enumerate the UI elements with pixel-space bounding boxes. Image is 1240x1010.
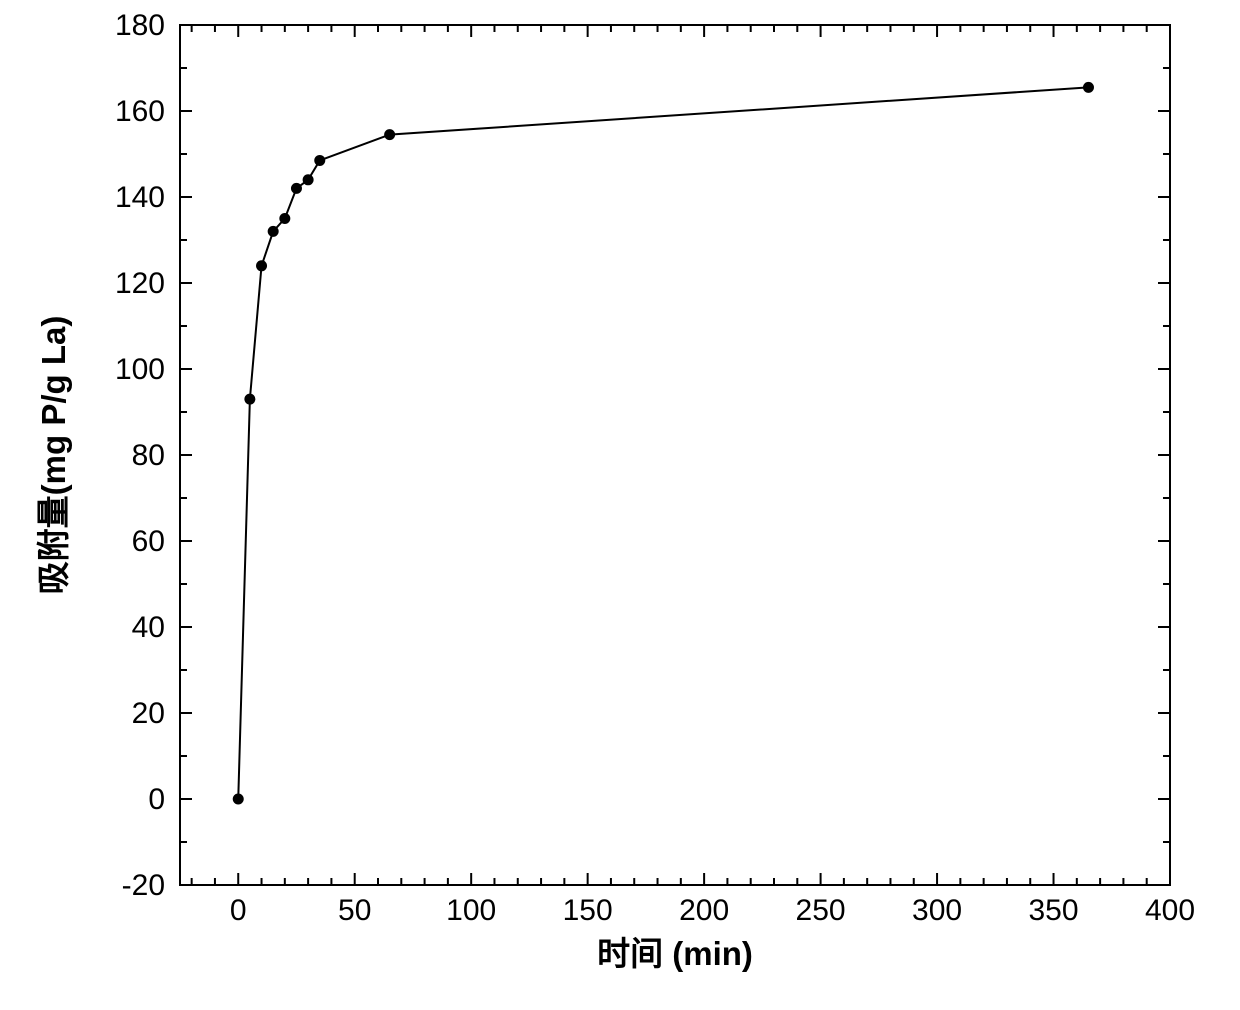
data-marker <box>268 226 279 237</box>
data-marker <box>279 213 290 224</box>
y-tick-label: 160 <box>115 95 165 128</box>
x-tick-label: 350 <box>1028 894 1078 927</box>
y-tick-label: 40 <box>132 611 165 644</box>
y-tick-label: 140 <box>115 181 165 214</box>
x-axis-label: 时间 (min) <box>597 935 753 972</box>
data-marker <box>314 155 325 166</box>
x-tick-label: 250 <box>796 894 846 927</box>
y-tick-label: 60 <box>132 525 165 558</box>
x-tick-label: 300 <box>912 894 962 927</box>
y-axis-label: 吸附量(mg P/g La) <box>35 316 72 595</box>
x-tick-label: 400 <box>1145 894 1195 927</box>
x-tick-label: 0 <box>230 894 247 927</box>
x-tick-label: 200 <box>679 894 729 927</box>
y-tick-label: 0 <box>148 783 165 816</box>
chart-container: 0 50 100 150 200 250 300 350 400 -20 0 20 40 60 80 100 1… <box>0 0 1240 1010</box>
y-tick-label: 100 <box>115 353 165 386</box>
y-tick-label: -20 <box>122 869 165 902</box>
data-marker <box>291 183 302 194</box>
data-marker <box>303 174 314 185</box>
data-marker <box>1083 82 1094 93</box>
data-marker <box>244 394 255 405</box>
data-marker <box>256 260 267 271</box>
x-tick-label: 50 <box>338 894 371 927</box>
adsorption-chart: 0 50 100 150 200 250 300 350 400 -20 0 20 40 60 80 100 1… <box>0 0 1240 1010</box>
data-marker <box>233 794 244 805</box>
y-tick-label: 80 <box>132 439 165 472</box>
x-tick-label: 150 <box>563 894 613 927</box>
data-marker <box>384 129 395 140</box>
y-tick-label: 180 <box>115 9 165 42</box>
x-tick-label: 100 <box>446 894 496 927</box>
y-tick-label: 20 <box>132 697 165 730</box>
y-tick-label: 120 <box>115 267 165 300</box>
